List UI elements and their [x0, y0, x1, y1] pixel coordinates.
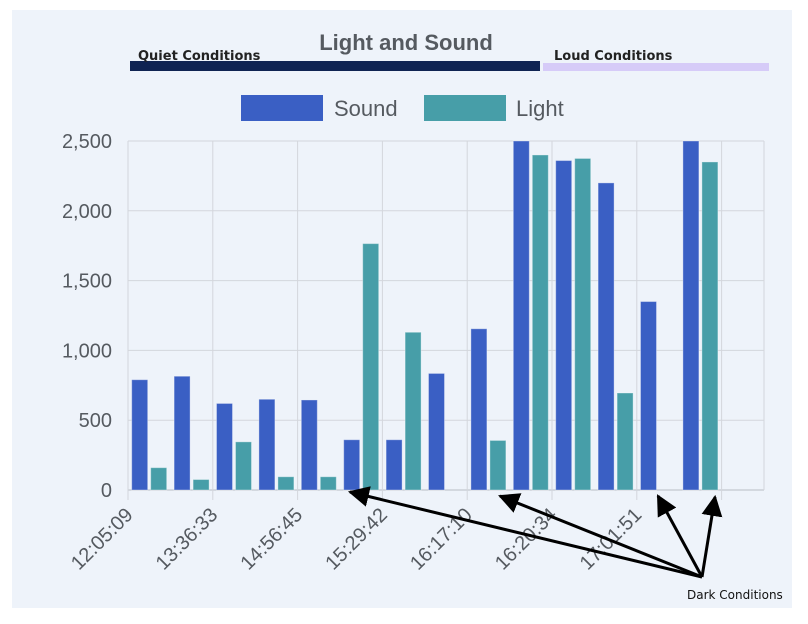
legend: Sound Light	[241, 95, 564, 121]
bar-light-9[interactable]	[531, 154, 549, 491]
quiet-conditions-label: Quiet Conditions	[138, 49, 261, 64]
legend-label-light: Light	[516, 96, 564, 121]
grid	[127, 140, 765, 500]
x-tick-label: 12:05:09	[67, 504, 138, 575]
annotation-arrow-1	[347, 486, 703, 579]
loud-conditions-band	[543, 63, 769, 71]
bar-sound-13[interactable]	[682, 140, 700, 491]
bar-light-0[interactable]	[150, 467, 168, 491]
bar-sound-12[interactable]	[640, 301, 657, 491]
legend-label-sound: Sound	[334, 96, 398, 121]
y-axis: 0 500 1,000 1,500 2,000 2,500	[62, 131, 112, 502]
annotation-arrow-2	[498, 493, 703, 579]
legend-swatch-sound[interactable]	[241, 95, 323, 121]
bar-light-4[interactable]	[319, 476, 337, 491]
bar-sound-8[interactable]	[470, 328, 488, 491]
y-tick-label: 0	[101, 480, 112, 502]
y-tick-label: 2,500	[62, 131, 112, 153]
y-tick-label: 1,500	[62, 271, 112, 293]
bars	[131, 140, 719, 491]
bar-sound-2[interactable]	[216, 402, 233, 491]
x-axis: 12:05:09 13:36:33 14:56:45 15:29:42 16:17:10…	[67, 504, 646, 575]
bar-light-11[interactable]	[616, 392, 634, 491]
bar-light-3[interactable]	[277, 476, 295, 491]
bar-light-13[interactable]	[701, 161, 719, 491]
chart-panel: Quiet Conditions Loud Conditions Light a…	[12, 10, 792, 608]
x-tick-label: 13:36:33	[152, 504, 223, 575]
bar-light-10[interactable]	[574, 157, 592, 491]
light-sound-chart: Quiet Conditions Loud Conditions Light a…	[62, 30, 783, 602]
bar-sound-10[interactable]	[555, 160, 573, 491]
loud-conditions-label: Loud Conditions	[554, 49, 673, 64]
bar-light-8[interactable]	[489, 439, 507, 491]
y-tick-label: 2,000	[62, 201, 112, 223]
quiet-conditions-band	[130, 61, 540, 71]
bar-sound-0[interactable]	[131, 379, 149, 491]
bar-sound-7[interactable]	[428, 372, 445, 491]
chart-title: Light and Sound	[319, 30, 493, 55]
bar-sound-3[interactable]	[258, 398, 276, 491]
bar-sound-6[interactable]	[385, 439, 403, 491]
bar-light-2[interactable]	[235, 441, 252, 491]
legend-swatch-light[interactable]	[424, 95, 506, 121]
bar-sound-1[interactable]	[173, 375, 191, 491]
bar-light-5[interactable]	[362, 243, 380, 491]
y-tick-label: 500	[79, 410, 112, 432]
bar-sound-4[interactable]	[300, 399, 318, 491]
annotation-arrow-4	[700, 494, 723, 578]
y-tick-label: 1,000	[62, 340, 112, 362]
x-tick-label: 15:29:42	[321, 504, 392, 575]
bar-light-6[interactable]	[404, 331, 422, 491]
x-tick-label: 14:56:45	[237, 504, 308, 575]
dark-conditions-label: Dark Conditions	[687, 588, 783, 602]
annotation-arrow-3	[656, 494, 704, 578]
bar-sound-11[interactable]	[597, 182, 615, 491]
bar-light-1[interactable]	[192, 479, 210, 491]
bar-sound-9[interactable]	[512, 140, 530, 491]
bar-sound-5[interactable]	[343, 439, 361, 491]
dark-conditions-annotation: Dark Conditions	[347, 486, 783, 602]
